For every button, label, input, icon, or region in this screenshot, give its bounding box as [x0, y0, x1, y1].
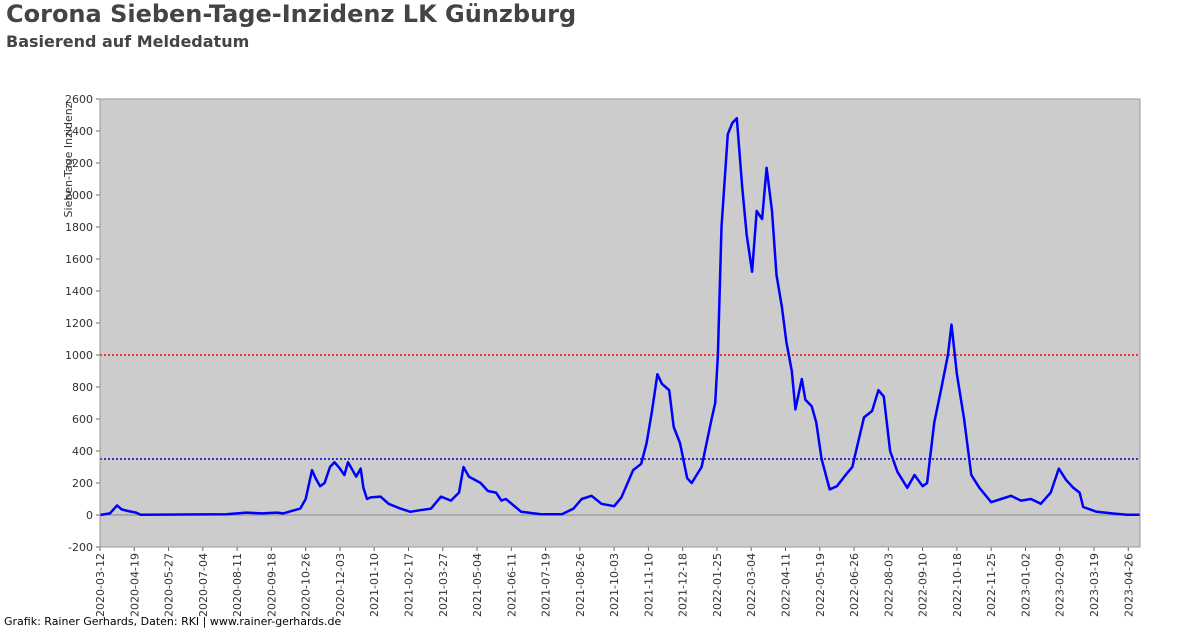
x-tick-label: 2023-01-02 [1019, 553, 1032, 617]
x-tick-label: 2022-06-26 [848, 553, 861, 617]
x-tick-label: 2020-04-19 [128, 553, 141, 617]
x-tick-label: 2021-08-26 [574, 553, 587, 617]
x-tick-label: 2023-04-26 [1122, 553, 1135, 617]
x-tick-label: 2022-04-11 [780, 553, 793, 617]
x-tick-label: 2022-08-03 [882, 553, 895, 617]
y-tick-label: 2000 [65, 189, 93, 202]
y-tick-label: 1600 [65, 253, 93, 266]
y-tick-label: 1200 [65, 317, 93, 330]
y-tick-label: 0 [86, 509, 93, 522]
y-tick-label: 1400 [65, 285, 93, 298]
x-tick-label: 2022-09-10 [917, 553, 930, 617]
x-tick-label: 2020-08-11 [231, 553, 244, 617]
x-tick-label: 2022-03-04 [745, 553, 758, 617]
plot-area [100, 99, 1140, 547]
x-tick-label: 2022-01-25 [711, 553, 724, 617]
x-tick-label: 2021-02-17 [402, 553, 415, 617]
x-tick-label: 2023-03-19 [1088, 553, 1101, 617]
x-tick-label: 2020-05-27 [163, 553, 176, 617]
x-tick-label: 2021-03-27 [437, 553, 450, 617]
footer: Grafik: Rainer Gerhards, Daten: RKI | ww… [4, 615, 342, 628]
x-tick-label: 2021-12-18 [677, 553, 690, 617]
y-tick-label: 2400 [65, 125, 93, 138]
y-tick-label: 400 [72, 445, 93, 458]
x-tick-label: 2021-10-03 [608, 553, 621, 617]
x-tick-label: 2020-03-12 [94, 553, 107, 617]
chart-title: Corona Sieben-Tage-Inzidenz LK Günzburg [6, 0, 576, 28]
y-tick-label: 800 [72, 381, 93, 394]
x-tick-label: 2021-07-19 [540, 553, 553, 617]
x-tick-label: 2021-06-11 [505, 553, 518, 617]
plot-border [99, 98, 1141, 548]
y-tick-label: 1800 [65, 221, 93, 234]
x-tick-label: 2020-07-04 [197, 553, 210, 617]
data-line [99, 116, 1140, 517]
x-tick-label: 2021-05-04 [471, 553, 484, 617]
y-tick-label: 1000 [65, 349, 93, 362]
y-tick-label: 200 [72, 477, 93, 490]
x-tick-label: 2021-01-10 [368, 553, 381, 617]
chart-subtitle: Basierend auf Meldedatum [6, 32, 249, 51]
x-tick-label: 2020-09-18 [265, 553, 278, 617]
y-tick-label: -200 [68, 541, 93, 554]
x-tick-label: 2020-12-03 [334, 553, 347, 617]
x-tick-label: 2023-02-09 [1054, 553, 1067, 617]
y-tick-label: 2600 [65, 93, 93, 106]
x-tick-label: 2020-10-26 [300, 553, 313, 617]
x-tick-label: 2022-10-18 [951, 553, 964, 617]
x-tick-label: 2021-11-10 [642, 553, 655, 617]
y-tick-label: 2200 [65, 157, 93, 170]
x-tick-label: 2022-11-25 [985, 553, 998, 617]
x-tick-label: 2022-05-19 [814, 553, 827, 617]
y-tick-label: 600 [72, 413, 93, 426]
y-axis-label: Sieben-Tage Inzidenz [62, 102, 75, 217]
